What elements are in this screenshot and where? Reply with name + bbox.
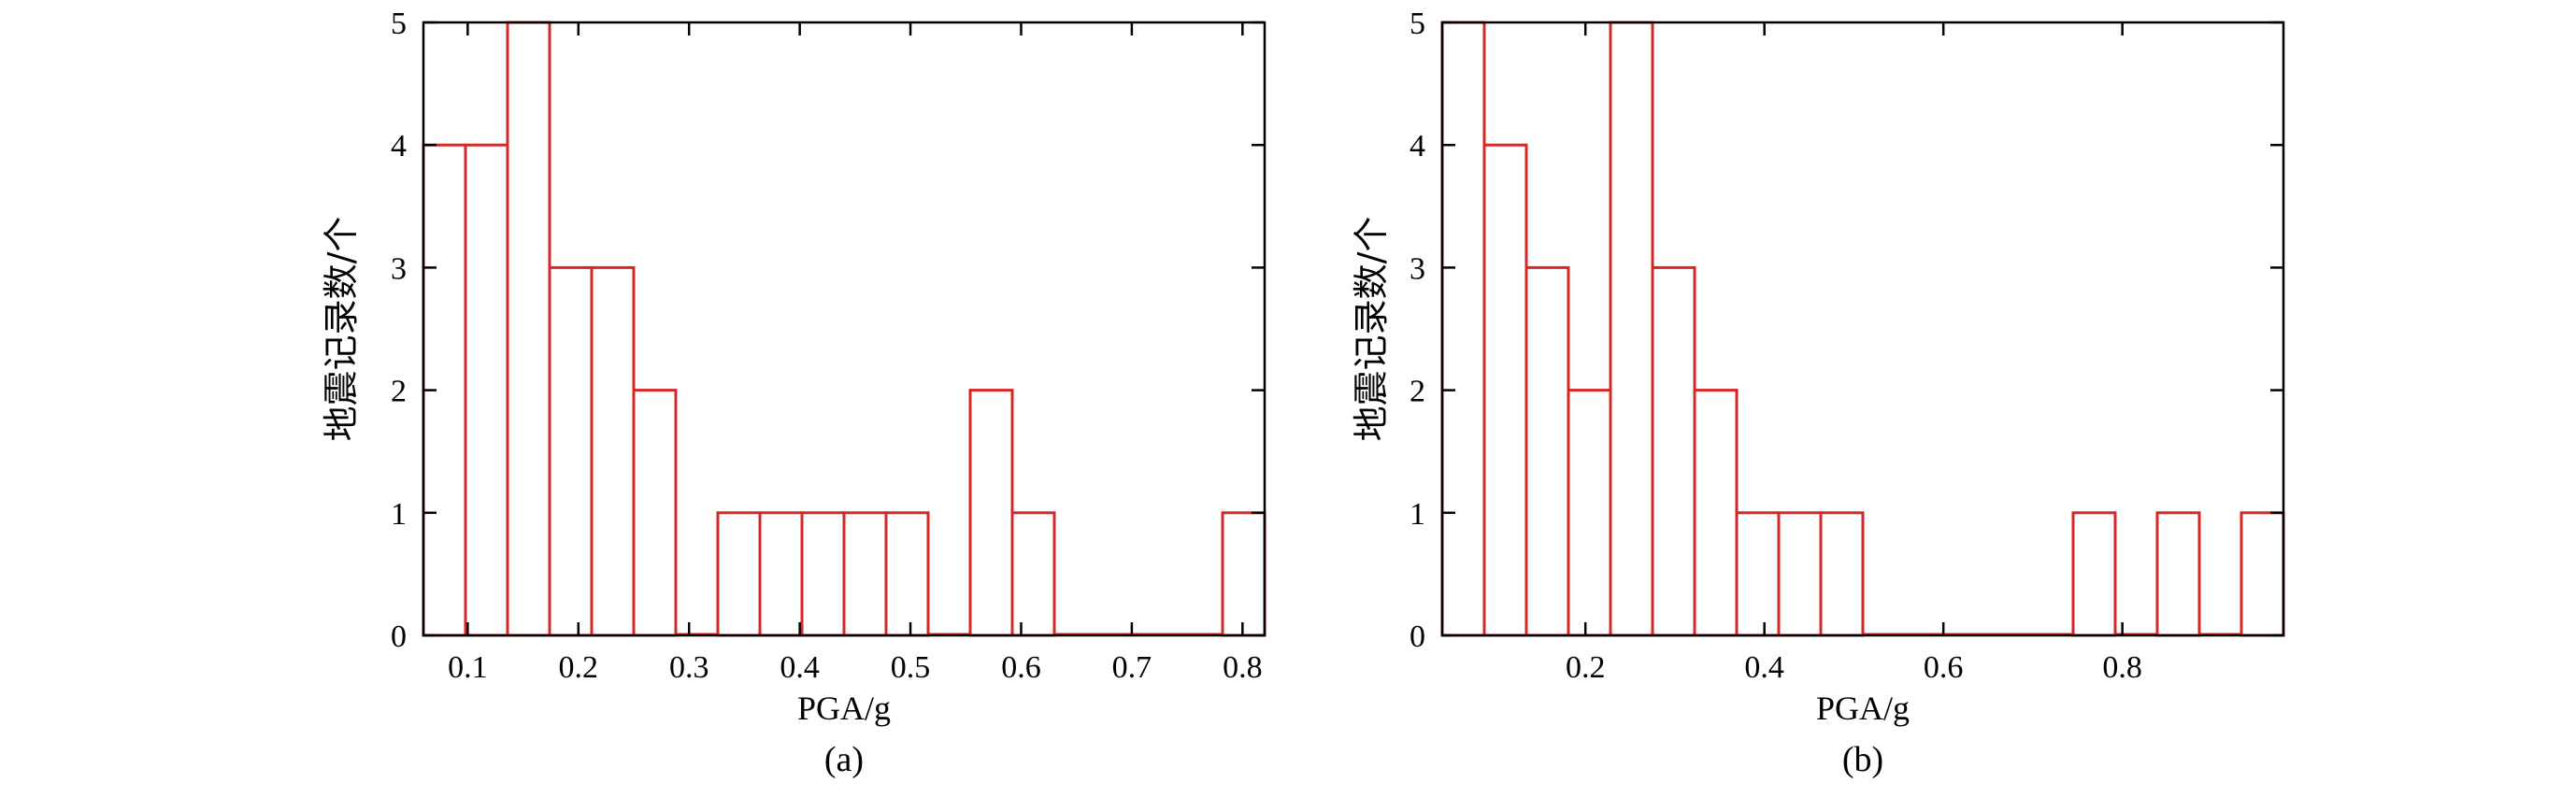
y-tick-label: 2 — [391, 375, 407, 409]
histogram-bar — [2240, 511, 2285, 637]
x-axis-label: PGA/g — [1816, 690, 1910, 727]
histogram-bar — [1651, 265, 1696, 637]
histogram-bar — [2071, 511, 2117, 637]
x-tick-label: 0.6 — [1924, 650, 1964, 685]
histogram-bar — [464, 143, 509, 637]
histogram-bar — [1777, 511, 1823, 637]
panel-label: (a) — [824, 740, 864, 779]
histogram-bar — [1524, 265, 1570, 637]
histogram-bar — [506, 21, 551, 637]
y-tick-label: 2 — [1410, 375, 1425, 409]
y-axis-label: 地震记录数/个 — [1351, 217, 1392, 442]
histogram-bars — [422, 21, 1267, 637]
y-tick-label: 0 — [1410, 619, 1425, 654]
histogram-bar — [1010, 511, 1056, 637]
y-tick-label: 5 — [1410, 7, 1425, 41]
panel-label: (b) — [1842, 740, 1883, 779]
histogram-bar — [1693, 389, 1739, 637]
x-tick-label: 0.4 — [1744, 650, 1784, 685]
x-tick-label: 0.1 — [448, 650, 488, 685]
histogram-bar — [884, 511, 930, 637]
histogram-bar — [800, 511, 846, 637]
histogram-panel-a: 0.1 0.2 0.3 0.4 0.5 0.6 0.7 0.8 0 1 2 3 4 5 PGA/g 地震记录数… — [321, 7, 1267, 779]
axes-frame — [1440, 21, 2285, 637]
y-tick-label: 1 — [1410, 497, 1425, 532]
histogram-bar — [1567, 389, 1612, 637]
histogram-bar — [716, 511, 762, 637]
y-tick-label: 1 — [391, 497, 407, 532]
x-tick-label: 0.2 — [559, 650, 599, 685]
histogram-bar — [1819, 511, 1865, 637]
histogram-bar — [632, 389, 678, 637]
histogram-bar — [590, 265, 636, 637]
x-tick-label: 0.6 — [1001, 650, 1041, 685]
histogram-bars — [1440, 21, 2285, 637]
y-tick-label: 3 — [391, 251, 407, 286]
x-tick-label: 0.4 — [780, 650, 820, 685]
histogram-bar — [1735, 511, 1781, 637]
y-axis-label: 地震记录数/个 — [321, 217, 362, 442]
histogram-bar — [1440, 21, 1486, 637]
histogram-bar — [2155, 511, 2201, 637]
y-tick-label: 5 — [391, 7, 407, 41]
histogram-bar — [1609, 21, 1654, 637]
histogram-bar — [758, 511, 804, 637]
x-tick-label: 0.3 — [669, 650, 709, 685]
histogram-bar — [1221, 511, 1267, 637]
x-tick-label: 0.5 — [891, 650, 931, 685]
y-tick-label: 3 — [1410, 251, 1425, 286]
histogram-bar — [968, 389, 1014, 637]
axes-frame — [422, 21, 1267, 637]
histogram-panel-b: 0.2 0.4 0.6 0.8 0 1 2 3 4 5 PGA/g 地震记录数/个 (b) — [1351, 7, 2285, 779]
histogram-bar — [1482, 143, 1528, 637]
y-tick-label: 4 — [1410, 129, 1425, 164]
x-tick-label: 0.7 — [1112, 650, 1152, 685]
histogram-bar — [842, 511, 888, 637]
y-tick-label: 4 — [391, 129, 407, 164]
histogram-bar — [548, 265, 594, 637]
x-tick-label: 0.8 — [1223, 650, 1263, 685]
x-tick-label: 0.2 — [1566, 650, 1606, 685]
x-tick-label: 0.8 — [2102, 650, 2142, 685]
x-axis-label: PGA/g — [797, 690, 891, 727]
y-tick-label: 0 — [391, 619, 407, 654]
